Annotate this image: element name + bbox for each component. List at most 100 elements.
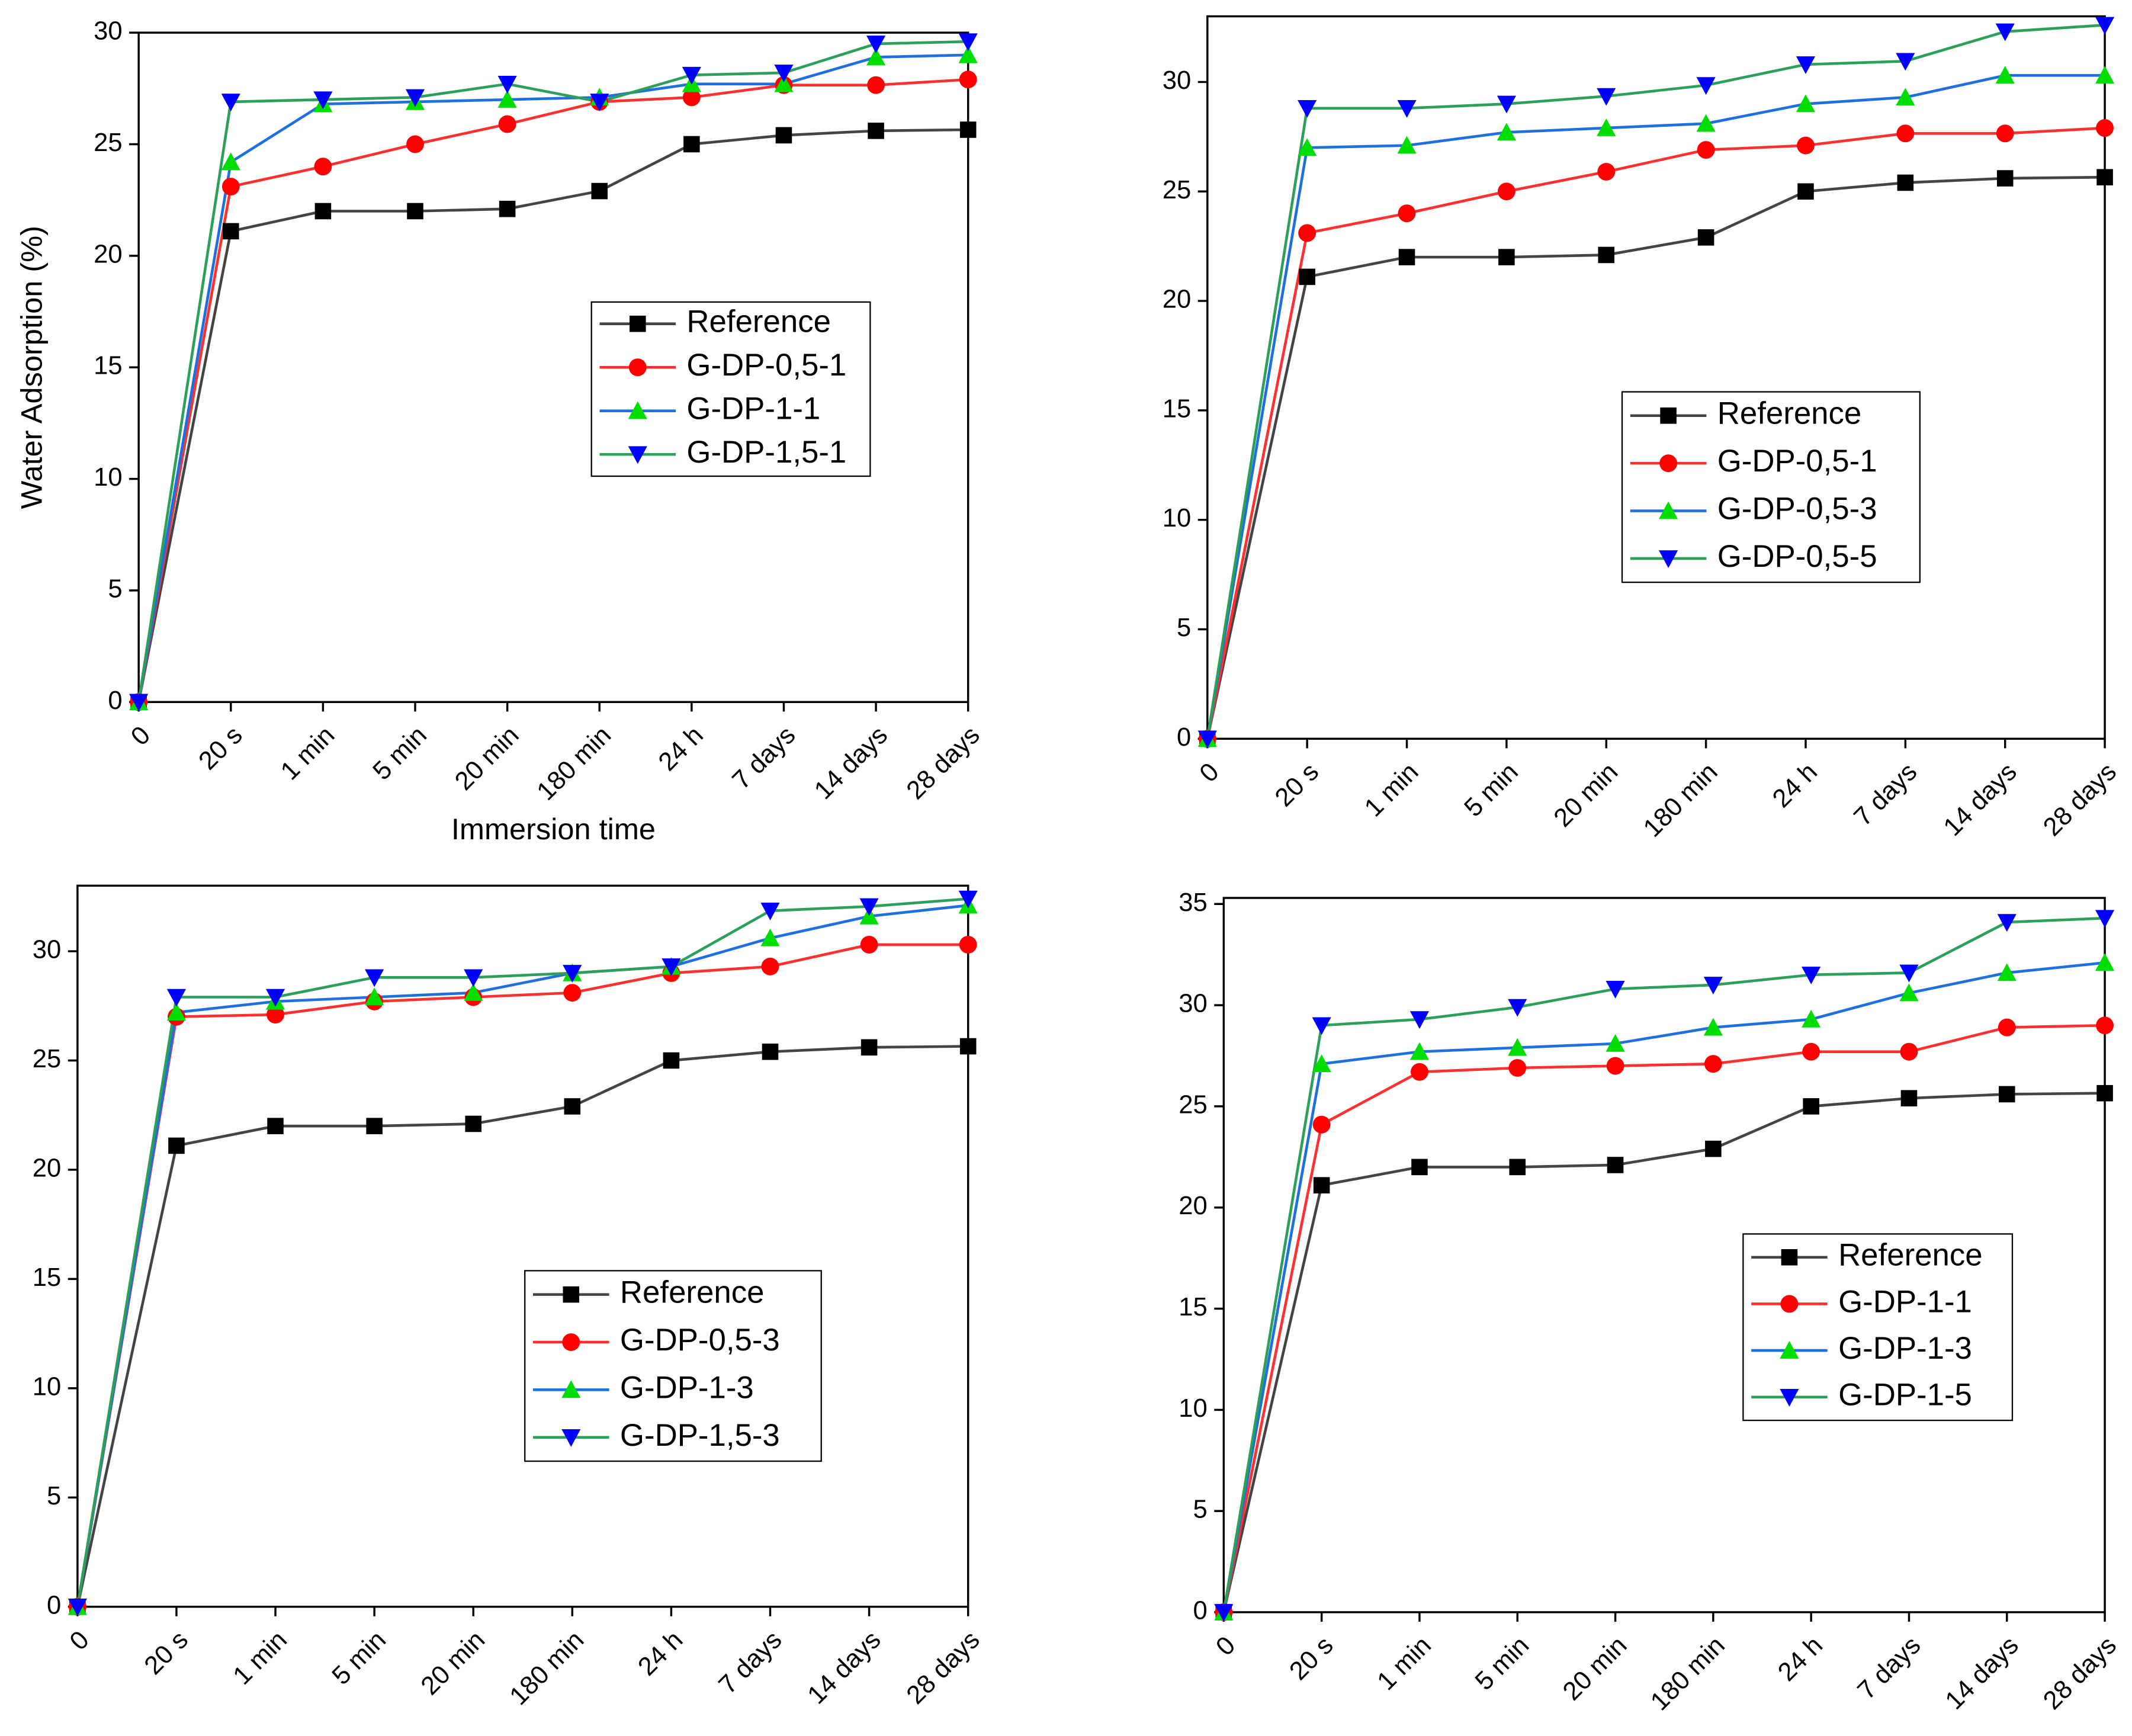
legend-label: G-DP-1-1 (1838, 1284, 1972, 1319)
legend-label: G-DP-1-3 (1838, 1331, 1972, 1366)
marker (1397, 136, 1417, 154)
y-tick-label: 10 (1163, 504, 1192, 532)
x-tick-label: 20 s (194, 721, 248, 775)
marker (1597, 118, 1616, 136)
series-line (1222, 916, 2105, 1613)
y-tick-label: 20 (33, 1154, 62, 1182)
legend-label: G-DP-1,5-1 (686, 435, 846, 470)
y-tick-label: 10 (94, 463, 123, 492)
marker (2095, 910, 2115, 928)
marker (1997, 963, 2017, 981)
marker (1409, 1042, 1430, 1060)
y-tick-label: 35 (1179, 888, 1208, 917)
marker (1597, 88, 1616, 106)
marker (1508, 1038, 1527, 1056)
marker (762, 1043, 779, 1060)
series-line (1222, 1023, 2105, 1613)
marker (1802, 1009, 1821, 1028)
marker (1312, 1115, 1331, 1134)
marker (1606, 980, 1625, 999)
series-line (76, 943, 968, 1607)
marker (1398, 204, 1416, 223)
marker (498, 115, 516, 133)
marker (760, 928, 780, 946)
y-tick-label: 10 (1179, 1394, 1208, 1423)
y-tick-label: 30 (1163, 66, 1192, 95)
series-line (1222, 961, 2105, 1613)
series-line (76, 1045, 968, 1607)
marker (499, 200, 516, 217)
legend-marker (1659, 454, 1678, 473)
marker (1606, 1034, 1625, 1052)
x-tick-label: 24 h (632, 1626, 688, 1682)
legend-marker (628, 446, 647, 464)
marker (465, 1115, 482, 1132)
marker (1411, 1159, 1428, 1176)
marker (1802, 1042, 1820, 1061)
legend-marker (1660, 407, 1677, 424)
marker (1899, 983, 1919, 1002)
plot-frame (1222, 897, 2106, 1613)
marker (1996, 124, 2014, 143)
legend-marker (561, 1429, 581, 1447)
y-tick-label: 25 (33, 1045, 62, 1073)
marker (1900, 1090, 1918, 1107)
marker (564, 1098, 581, 1115)
y-tick-label: 5 (1177, 614, 1191, 642)
x-tick-label: 0 (1211, 1631, 1241, 1661)
marker (68, 1599, 87, 1616)
plot-frame (76, 884, 969, 1608)
marker (129, 694, 149, 712)
x-tick-label: 5 min (327, 1626, 391, 1690)
marker (1997, 914, 2017, 932)
y-tick-label: 30 (94, 17, 123, 46)
marker (1697, 229, 1714, 246)
marker (221, 152, 240, 171)
legend-marker (630, 315, 646, 332)
marker (1896, 124, 1915, 143)
marker (1896, 88, 1915, 106)
marker (168, 1137, 185, 1154)
x-tick-label: 180 min (505, 1626, 590, 1711)
chart: 0 5 10 15 20 25 30 0 20 s 1 min 5 min 20 min 180 min… (15, 17, 985, 846)
x-tick-label: 28 days (901, 721, 985, 805)
marker (406, 135, 424, 153)
legend-marker (563, 1286, 580, 1303)
legend-label: Reference (1838, 1238, 1983, 1273)
marker (1703, 1018, 1723, 1036)
marker (1897, 174, 1914, 191)
marker (314, 158, 332, 176)
y-tick-label: 25 (94, 129, 123, 157)
x-tick-label: 24 h (1767, 758, 1823, 813)
marker (760, 903, 780, 920)
legend-marker (1659, 550, 1678, 569)
x-tick-label: 5 min (1459, 758, 1524, 822)
x-tick-label: 0 (126, 721, 156, 751)
y-tick-label: 25 (1163, 176, 1192, 204)
series-line (137, 128, 968, 702)
marker (1606, 1057, 1624, 1075)
y-tick-label: 15 (94, 352, 123, 380)
y-tick-label: 25 (1179, 1090, 1208, 1119)
x-axis-label: Immersion time (451, 812, 656, 846)
series-line (137, 78, 968, 702)
marker (662, 958, 681, 976)
marker (267, 1118, 284, 1134)
legend-marker (1780, 1388, 1799, 1407)
marker (1299, 268, 1315, 285)
legend-label: G-DP-1-1 (686, 392, 820, 426)
marker (1999, 1086, 2015, 1103)
x-tick-label: 24 h (1773, 1631, 1828, 1687)
y-tick-label: 20 (1179, 1192, 1208, 1220)
marker (1298, 224, 1317, 242)
marker (860, 1039, 878, 1056)
legend-marker (562, 1333, 580, 1351)
marker (866, 36, 886, 54)
marker (497, 75, 517, 94)
series-line (137, 53, 968, 702)
marker (265, 989, 285, 1007)
x-tick-label: 180 min (532, 721, 617, 806)
marker (1597, 163, 1616, 181)
x-tick-label: 24 h (653, 721, 709, 776)
marker (2095, 953, 2115, 971)
